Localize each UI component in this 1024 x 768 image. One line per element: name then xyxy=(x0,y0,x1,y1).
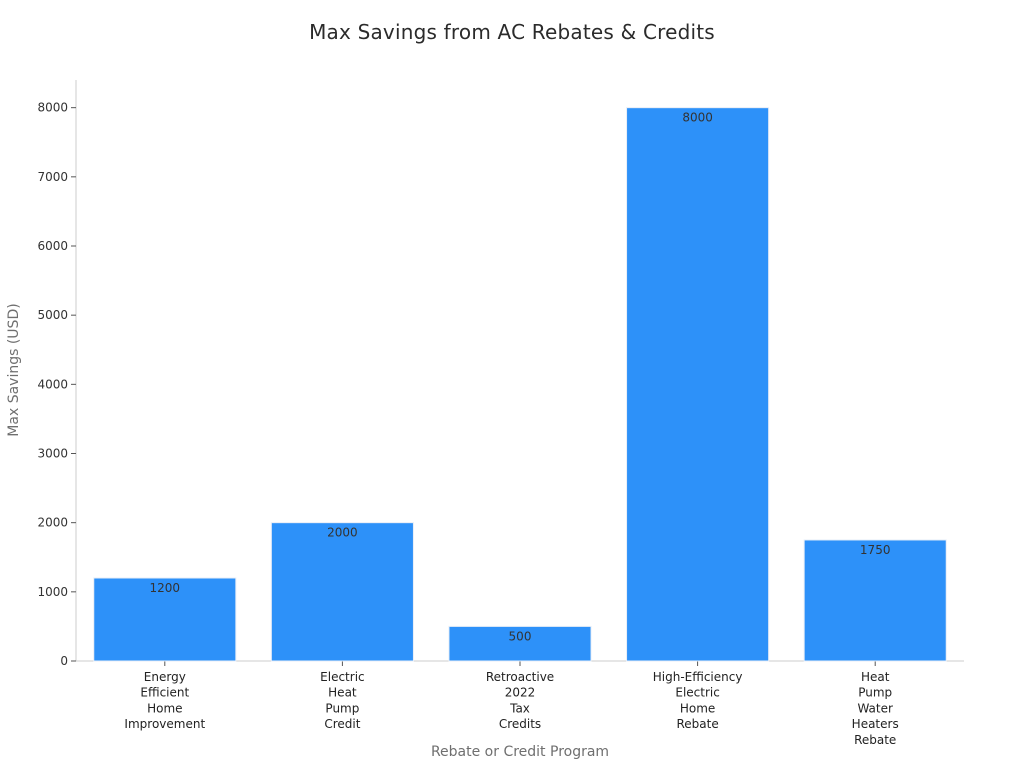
bar xyxy=(448,625,592,662)
chart-title: Max Savings from AC Rebates & Credits xyxy=(309,20,715,44)
y-tick-label: 8000 xyxy=(37,101,68,115)
x-tick-label: Electric Heat Pump Credit xyxy=(320,670,364,731)
y-tick-label: 4000 xyxy=(37,377,68,391)
y-tick-label: 6000 xyxy=(37,239,68,253)
bar-value-label: 500 xyxy=(509,629,532,643)
bars xyxy=(93,107,947,662)
bar-value-label: 2000 xyxy=(327,526,358,540)
x-tick-label: Energy Efficient Home Improvement xyxy=(124,670,205,731)
bar-value-label: 8000 xyxy=(682,111,713,125)
y-tick-label: 7000 xyxy=(37,170,68,184)
y-tick-label: 5000 xyxy=(37,308,68,322)
bar xyxy=(270,522,414,662)
bar-value-label: 1750 xyxy=(860,543,891,557)
labels: 1200 Energy Efficient Home Improvement 2000 El… xyxy=(124,111,898,747)
y-axis-title: Max Savings (USD) xyxy=(6,303,22,436)
x-tick-label: Heat Pump Water Heaters Rebate xyxy=(852,670,899,747)
bar xyxy=(626,107,770,662)
x-axis-title: Rebate or Credit Program xyxy=(431,744,609,760)
bar xyxy=(93,577,237,662)
x-tick-label: Retroactive 2022 Tax Credits xyxy=(486,670,554,731)
y-tick-label: 3000 xyxy=(37,447,68,461)
bar-value-label: 1200 xyxy=(150,581,181,595)
y-tick-label: 0 xyxy=(60,654,68,668)
bar xyxy=(803,539,947,662)
y-tick-label: 1000 xyxy=(37,585,68,599)
y-tick-label: 2000 xyxy=(37,516,68,530)
x-tick-label: High-Efficiency Electric Home Rebate xyxy=(653,670,743,731)
